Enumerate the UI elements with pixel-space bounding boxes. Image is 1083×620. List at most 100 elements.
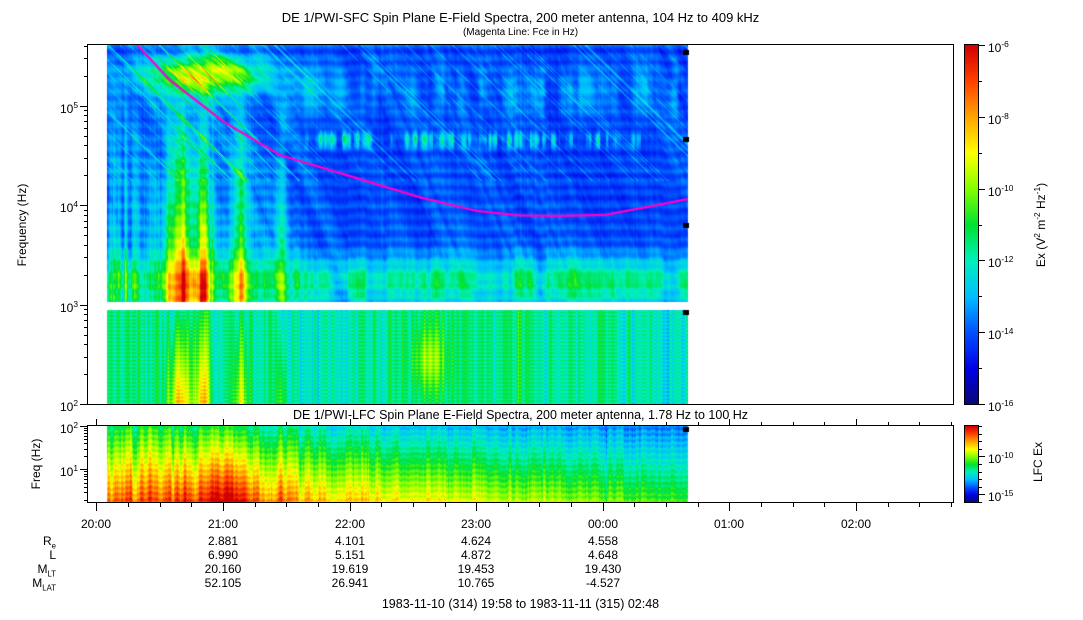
- lfc-colorbar-label: LFC Ex: [1031, 441, 1045, 483]
- sfc-cbar-tick-1e-15: [978, 368, 982, 369]
- sfc-y-minor-tick: [84, 257, 88, 258]
- lfc-y-minor-tick: [84, 474, 88, 475]
- time-minor-tick: [445, 503, 446, 507]
- ephemeris-row-label-L: L: [49, 548, 56, 562]
- sfc-cbar-tick-1e-9: [978, 153, 982, 154]
- time-minor-tick: [539, 503, 540, 507]
- lfc-cbar-tick-1e-8: [978, 441, 982, 442]
- time-minor-tick-top: [539, 422, 540, 426]
- ephemeris-value: 4.558: [587, 534, 619, 548]
- time-minor-tick: [128, 503, 129, 507]
- ephemeris-row-label-Re: Re: [42, 534, 56, 551]
- lfc-y-minor-tick: [84, 471, 88, 472]
- lfc-title: DE 1/PWI-LFC Spin Plane E-Field Spectra,…: [292, 408, 749, 422]
- sfc-y-tick-label-1e2: 102: [59, 398, 78, 414]
- time-tick-label-00:00: 00:00: [587, 517, 619, 531]
- time-minor-tick: [793, 503, 794, 507]
- time-minor-tick: [508, 503, 509, 507]
- time-minor-tick: [571, 503, 572, 507]
- lfc-cbar-label-1e-10: 10-10: [988, 450, 1014, 466]
- sfc-cbar-tick-1e-12: [978, 260, 985, 261]
- time-major-tick: [96, 503, 97, 511]
- lfc-y-minor-tick: [84, 433, 88, 434]
- sfc-y-minor-tick: [84, 314, 88, 315]
- sfc-y-minor-tick: [84, 110, 88, 111]
- sfc-y-minor-tick: [84, 121, 88, 122]
- time-minor-tick: [413, 503, 414, 507]
- time-minor-tick: [191, 503, 192, 507]
- sfc-plot-frame: [87, 44, 954, 405]
- lfc-y-minor-tick: [84, 483, 88, 484]
- sfc-y-minor-tick: [84, 227, 88, 228]
- time-minor-tick-top: [191, 422, 192, 426]
- sfc-y-minor-tick: [84, 115, 88, 116]
- sfc-y-minor-tick: [84, 320, 88, 321]
- time-minor-tick: [160, 503, 161, 507]
- time-minor-tick: [824, 503, 825, 507]
- time-major-tick-top: [223, 419, 224, 426]
- time-tick-label-01:00: 01:00: [713, 517, 745, 531]
- sfc-title: DE 1/PWI-SFC Spin Plane E-Field Spectra,…: [281, 10, 760, 25]
- sfc-y-minor-tick: [84, 235, 88, 236]
- ephemeris-value: -4.527: [585, 576, 621, 590]
- sfc-cbar-tick-1e-16: [978, 404, 985, 405]
- time-minor-tick: [381, 503, 382, 507]
- sfc-cbar-label-1e-8: 10-8: [988, 111, 1009, 127]
- time-minor-tick-top: [888, 422, 889, 426]
- sfc-y-minor-tick: [84, 309, 88, 310]
- sfc-cbar-label-1e-12: 10-12: [988, 254, 1014, 270]
- ephemeris-value: 4.624: [460, 534, 492, 548]
- lfc-plot-frame: [87, 425, 954, 503]
- sfc-y-minor-tick: [84, 215, 88, 216]
- ephemeris-value: 19.453: [457, 562, 495, 576]
- time-major-tick: [476, 503, 477, 511]
- sfc-y-tick-label-1e5: 105: [59, 100, 78, 116]
- sfc-cbar-tick-1e-7: [978, 81, 982, 82]
- time-minor-tick-top: [634, 422, 635, 426]
- time-minor-tick: [666, 503, 667, 507]
- time-tick-label-23:00: 23:00: [460, 517, 492, 531]
- time-major-tick-top: [856, 419, 857, 426]
- time-major-tick-top: [603, 419, 604, 426]
- sfc-y-minor-tick: [84, 58, 88, 59]
- sfc-y-major-tick-1e5: [80, 106, 88, 107]
- lfc-y-minor-tick: [84, 443, 88, 444]
- sfc-y-minor-tick: [84, 46, 88, 47]
- sfc-y-tick-label-1e4: 104: [59, 199, 78, 215]
- time-minor-tick-top: [761, 422, 762, 426]
- lfc-y-minor-tick: [84, 487, 88, 488]
- lfc-y-tick-label-1e1: 101: [59, 463, 78, 479]
- ephemeris-value: 4.872: [460, 548, 492, 562]
- lfc-cbar-tick-1e-6: [978, 426, 982, 427]
- lfc-cbar-tick-1e-11: [978, 464, 982, 465]
- time-minor-tick: [255, 503, 256, 507]
- ephemeris-row-label-MLAT: MLAT: [32, 576, 56, 593]
- sfc-y-minor-tick: [84, 210, 88, 211]
- lfc-cbar-tick-1e-10: [978, 456, 985, 457]
- time-major-tick-top: [729, 419, 730, 426]
- time-minor-tick-top: [128, 422, 129, 426]
- time-minor-tick-top: [381, 422, 382, 426]
- ephemeris-value: 20.160: [204, 562, 242, 576]
- sfc-cbar-label-1e-14: 10-14: [988, 326, 1014, 342]
- time-tick-label-21:00: 21:00: [207, 517, 239, 531]
- sfc-y-minor-tick: [84, 374, 88, 375]
- ephemeris-value: 4.648: [587, 548, 619, 562]
- time-minor-tick-top: [160, 422, 161, 426]
- time-minor-tick: [698, 503, 699, 507]
- lfc-y-minor-tick: [84, 449, 88, 450]
- sfc-y-minor-tick: [84, 275, 88, 276]
- sfc-y-minor-tick: [84, 245, 88, 246]
- time-minor-tick-top: [793, 422, 794, 426]
- time-major-tick: [350, 503, 351, 511]
- sfc-y-tick-label-1e3: 103: [59, 299, 78, 315]
- ephemeris-row-label-MLT: MLT: [37, 562, 56, 579]
- sfc-y-minor-tick: [84, 145, 88, 146]
- time-minor-tick: [318, 503, 319, 507]
- sfc-cbar-tick-1e-6: [978, 45, 985, 46]
- time-minor-tick: [919, 503, 920, 507]
- lfc-y-major-tick-1e1: [80, 469, 88, 470]
- time-major-tick-top: [96, 419, 97, 426]
- lfc-y-tick-label-1e2: 102: [59, 420, 78, 436]
